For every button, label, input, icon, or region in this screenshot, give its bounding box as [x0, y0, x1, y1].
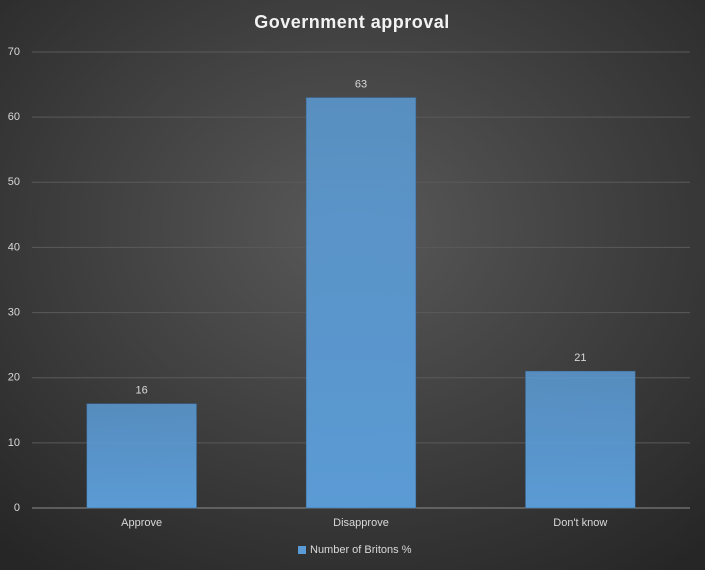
y-tick-label: 50 — [8, 176, 20, 188]
x-tick-label: Approve — [121, 517, 162, 529]
y-tick-label: 0 — [14, 502, 20, 514]
data-label: 21 — [574, 352, 586, 364]
y-tick-label: 60 — [8, 111, 20, 123]
y-tick-label: 10 — [8, 437, 20, 449]
y-tick-label: 40 — [8, 241, 20, 253]
bar — [525, 370, 636, 509]
data-label: 63 — [355, 79, 367, 91]
x-tick-label: Disapprove — [333, 517, 389, 529]
data-label: 16 — [136, 385, 148, 397]
y-tick-label: 20 — [8, 372, 20, 384]
y-tick-label: 70 — [8, 46, 20, 58]
chart-title: Government approval — [254, 12, 450, 32]
y-tick-label: 30 — [8, 306, 20, 318]
legend-swatch — [298, 546, 306, 554]
bar — [305, 97, 417, 509]
legend-label: Number of Britons % — [310, 544, 412, 556]
bar — [86, 403, 197, 509]
x-tick-label: Don't know — [553, 517, 607, 529]
